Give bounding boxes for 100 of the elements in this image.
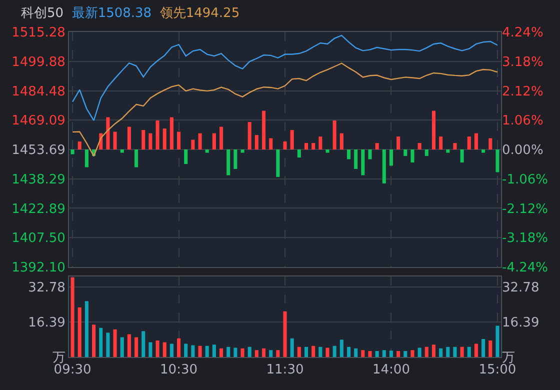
- bar: [134, 337, 138, 357]
- x-tick-label: 14:00: [372, 362, 410, 378]
- bar: [134, 149, 138, 168]
- y-tick-label: 1469.09: [12, 114, 66, 129]
- bar: [354, 348, 358, 357]
- bar: [170, 117, 174, 150]
- bar: [205, 149, 209, 153]
- y-tick-label: 16.39: [28, 315, 66, 330]
- bar: [361, 350, 365, 357]
- bar: [467, 136, 471, 150]
- bar: [142, 331, 146, 357]
- bar: [467, 346, 471, 357]
- bar: [410, 149, 414, 162]
- bar: [326, 149, 330, 153]
- y2-tick-label: 4.24%: [502, 26, 544, 41]
- x-tick-label: 09:30: [54, 362, 92, 378]
- bar: [283, 311, 287, 357]
- y-tick-label: 1515.28: [12, 26, 66, 41]
- bar: [99, 328, 103, 357]
- bar: [304, 143, 308, 150]
- bar: [432, 110, 436, 150]
- bar: [177, 338, 181, 357]
- bar: [226, 346, 230, 357]
- bar: [234, 149, 238, 169]
- bar: [84, 149, 88, 168]
- bar: [418, 348, 422, 357]
- y2-tick-label: -2.12%: [502, 202, 548, 217]
- bar: [482, 339, 486, 357]
- line-series: [72, 62, 498, 157]
- y2-tick-label: 16.39: [502, 315, 540, 330]
- bar: [156, 340, 160, 357]
- y-tick-label: 1453.69: [12, 143, 66, 158]
- bar: [240, 348, 244, 357]
- text: 最新1508.38: [72, 6, 152, 21]
- bar: [148, 342, 152, 357]
- bar: [382, 350, 386, 357]
- bar: [177, 132, 181, 150]
- text: 领先1494.25: [160, 6, 240, 21]
- bar: [389, 350, 393, 357]
- y-tick-label: 1392.10: [12, 260, 66, 276]
- chart-title: 科创50: [21, 6, 64, 21]
- bar: [297, 346, 301, 357]
- bar: [318, 346, 322, 357]
- bar: [106, 332, 110, 357]
- bar: [396, 351, 400, 357]
- bar: [496, 326, 500, 357]
- bar: [368, 351, 372, 357]
- y2-tick-label: -1.06%: [502, 172, 548, 188]
- bar: [382, 149, 386, 184]
- bar: [488, 340, 492, 357]
- bar: [432, 344, 436, 357]
- bar: [78, 307, 82, 357]
- bar: [474, 344, 478, 357]
- y-tick-label: 1484.48: [12, 84, 66, 100]
- bar: [212, 344, 216, 357]
- bar: [120, 149, 124, 153]
- y2-tick-label: -3.18%: [502, 231, 548, 246]
- bar: [290, 130, 294, 150]
- bar: [162, 128, 166, 150]
- bar: [375, 351, 379, 357]
- bar: [474, 133, 478, 150]
- bar: [92, 324, 96, 357]
- bar: [312, 143, 316, 150]
- bar: [446, 149, 450, 153]
- bar: [304, 346, 308, 357]
- bar: [389, 149, 393, 166]
- bar: [254, 350, 258, 357]
- y-tick-label: 1438.29: [12, 172, 66, 188]
- bar: [460, 346, 464, 357]
- x-tick-label: 11:30: [266, 362, 304, 378]
- bar: [396, 136, 400, 150]
- bar: [460, 149, 464, 162]
- bar: [482, 149, 486, 153]
- bar: [340, 340, 344, 357]
- bar: [318, 136, 322, 150]
- bar: [142, 130, 146, 150]
- bar: [106, 117, 110, 150]
- bar: [78, 141, 82, 150]
- bar: [248, 122, 252, 150]
- bar: [404, 351, 408, 357]
- y-tick-label: 1499.88: [12, 54, 66, 70]
- y2-tick-label: 3.18%: [502, 54, 544, 70]
- bar: [127, 126, 131, 150]
- bar: [368, 149, 372, 160]
- y2-tick-label: 0.00%: [502, 143, 544, 158]
- bar: [404, 149, 408, 156]
- bar: [439, 136, 443, 150]
- y2-tick-label: -4.24%: [502, 260, 548, 276]
- bar: [276, 350, 280, 357]
- bar: [262, 348, 266, 357]
- bar: [113, 329, 117, 357]
- bar: [297, 149, 301, 158]
- bar: [84, 301, 88, 357]
- bar: [410, 350, 414, 357]
- bar: [453, 143, 457, 150]
- bar: [70, 149, 74, 154]
- bar: [240, 149, 244, 153]
- bar: [424, 346, 428, 357]
- x-tick-label: 15:00: [478, 362, 516, 378]
- bar: [184, 149, 188, 164]
